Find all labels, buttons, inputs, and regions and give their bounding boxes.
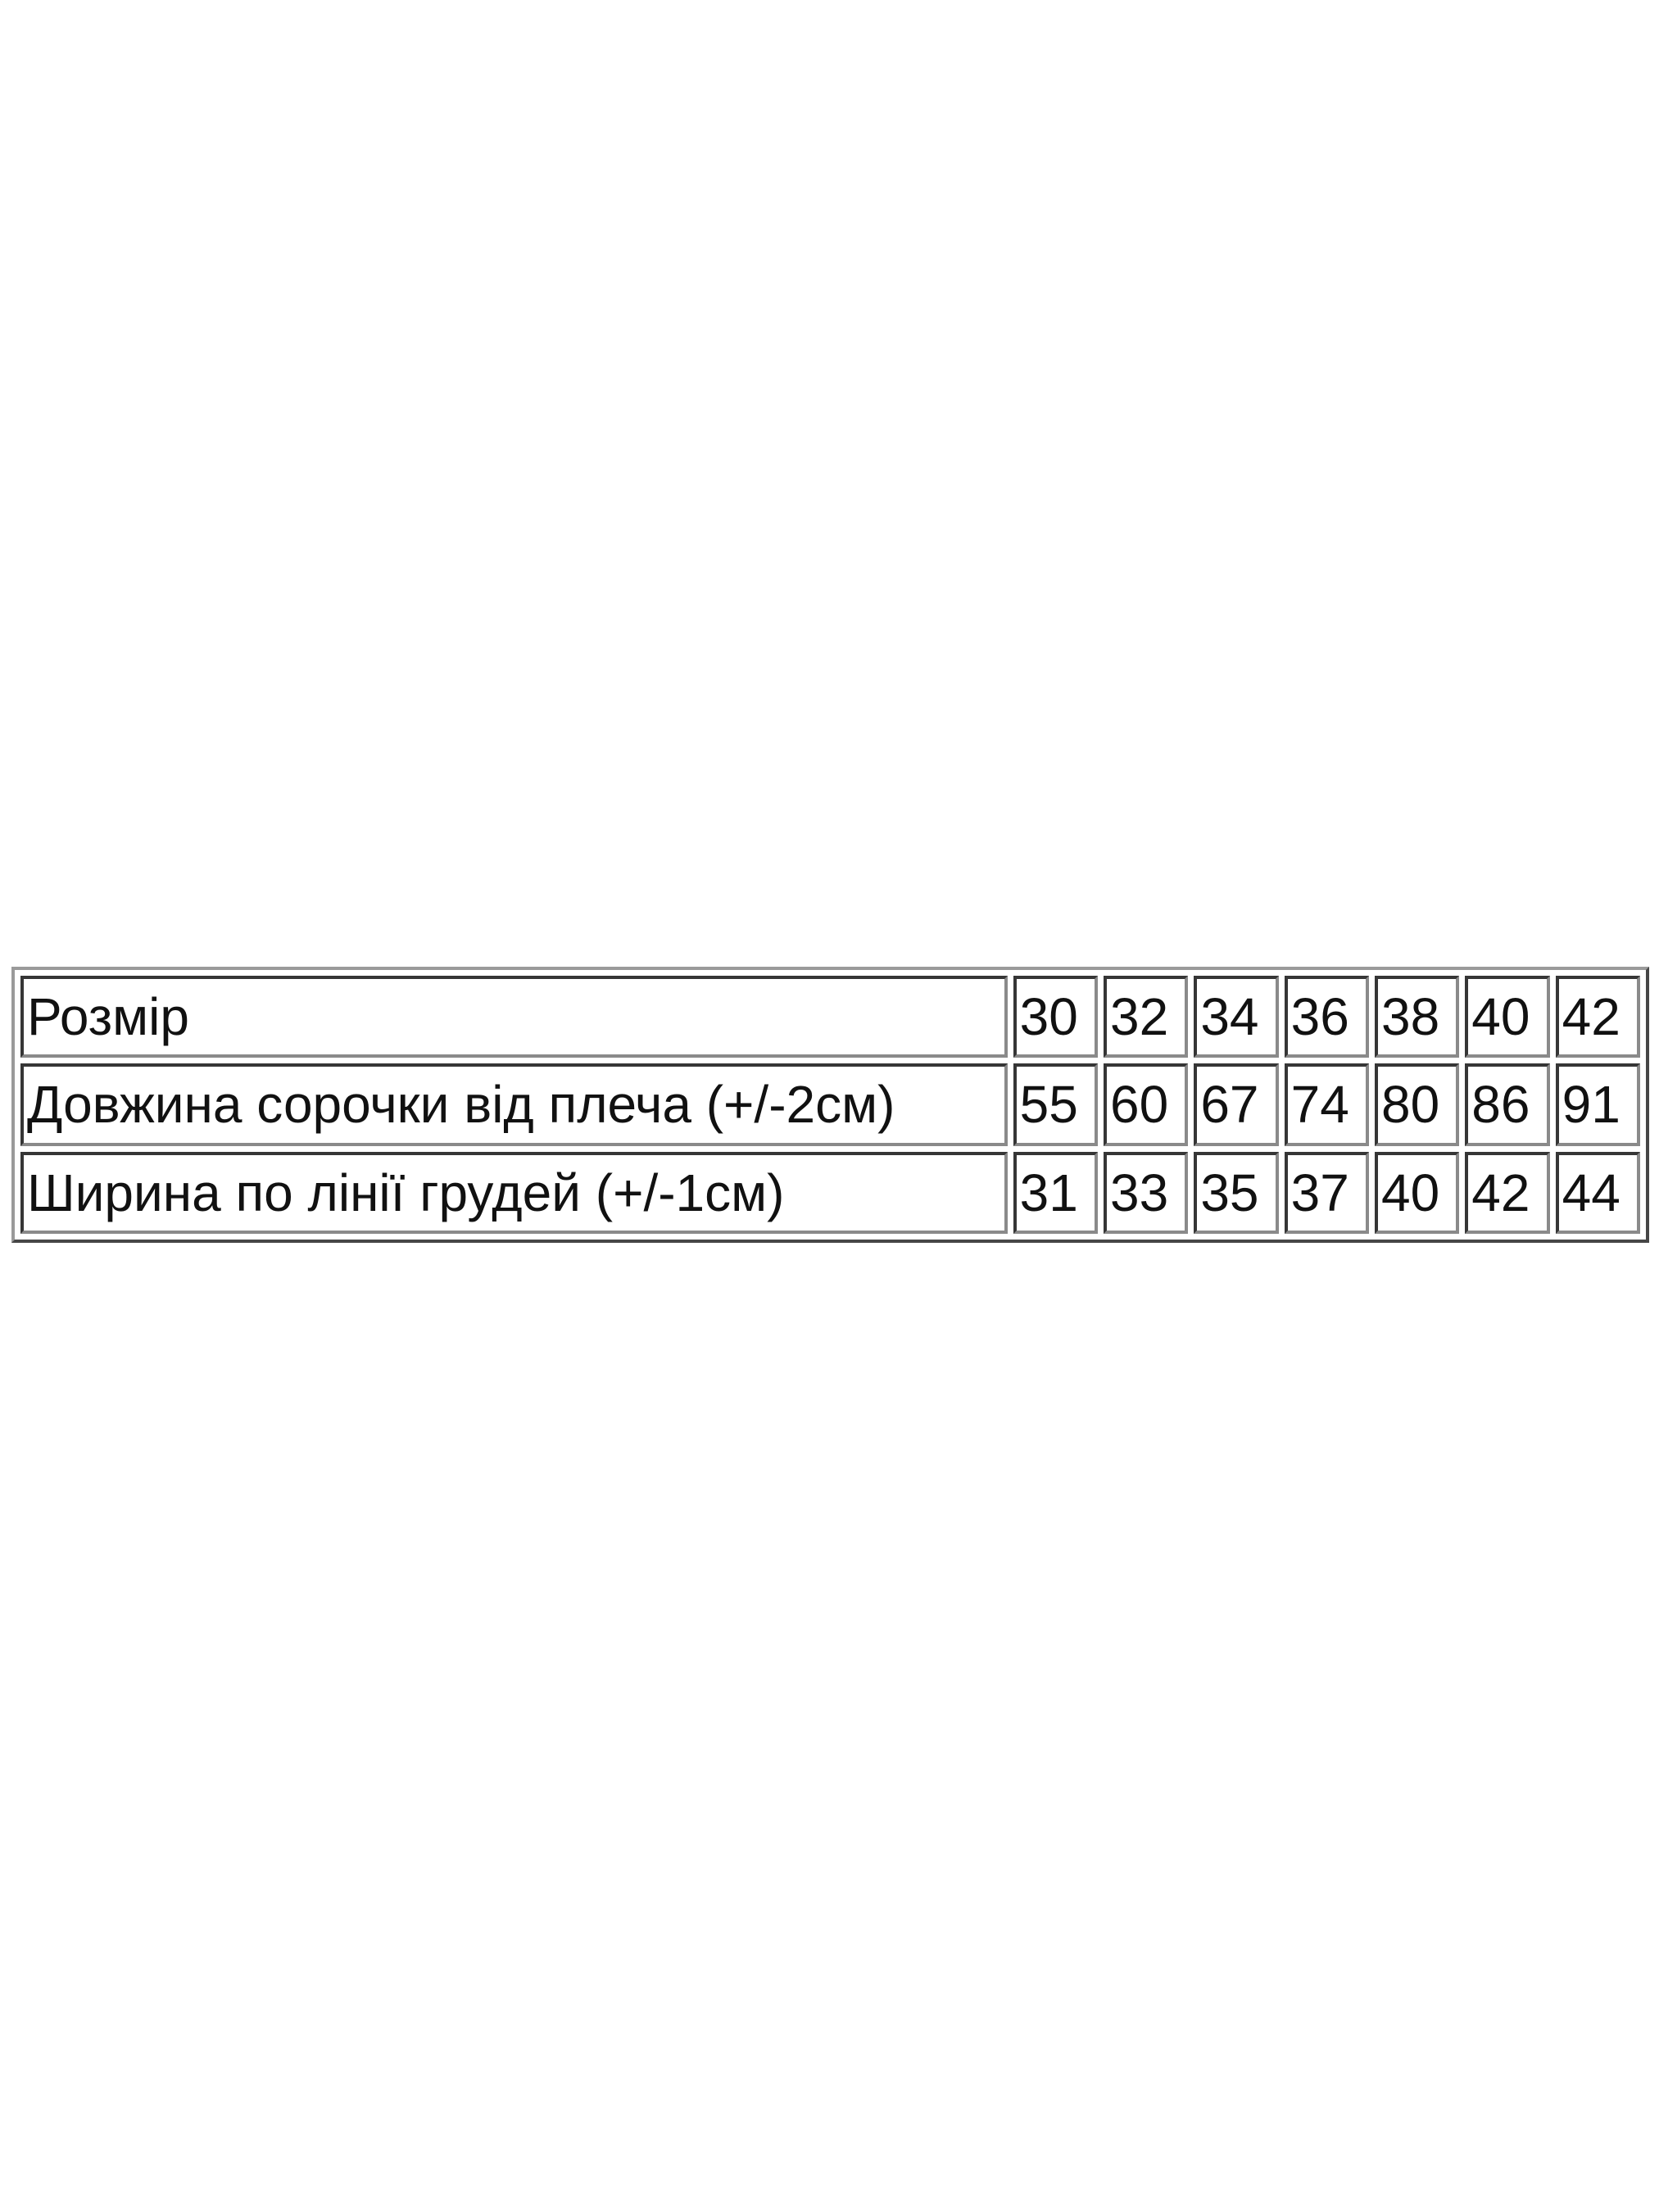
- table-cell: 30: [1013, 976, 1098, 1058]
- table-cell: 67: [1194, 1063, 1279, 1146]
- table-cell: 91: [1555, 1063, 1640, 1146]
- table-cell: 80: [1374, 1063, 1460, 1146]
- table-cell: 86: [1465, 1063, 1550, 1146]
- row-label: Довжина сорочки від плеча (+/-2см): [20, 1063, 1008, 1146]
- table-cell: 55: [1013, 1063, 1098, 1146]
- table-cell: 60: [1103, 1063, 1189, 1146]
- table-cell: 42: [1555, 976, 1640, 1058]
- table-cell: 32: [1103, 976, 1189, 1058]
- row-label: Ширина по лінії грудей (+/-1см): [20, 1151, 1008, 1234]
- table-row: Довжина сорочки від плеча (+/-2см) 55 60 67…: [20, 1063, 1640, 1146]
- row-label: Розмір: [20, 976, 1008, 1058]
- size-chart-table: Розмір 30 32 34 36 38 40 42 Довжина сорочки від …: [11, 967, 1649, 1243]
- table-cell: 34: [1194, 976, 1279, 1058]
- table-cell: 36: [1284, 976, 1369, 1058]
- table-cell: 74: [1284, 1063, 1369, 1146]
- table-cell: 33: [1103, 1151, 1189, 1234]
- table-cell: 37: [1284, 1151, 1369, 1234]
- table-cell: 31: [1013, 1151, 1098, 1234]
- table-cell: 42: [1465, 1151, 1550, 1234]
- table-cell: 40: [1374, 1151, 1460, 1234]
- table-cell: 35: [1194, 1151, 1279, 1234]
- table-row: Ширина по лінії грудей (+/-1см) 31 33 35 37 4…: [20, 1151, 1640, 1234]
- table-cell: 38: [1374, 976, 1460, 1058]
- table-cell: 40: [1465, 976, 1550, 1058]
- table-cell: 44: [1555, 1151, 1640, 1234]
- table-row: Розмір 30 32 34 36 38 40 42: [20, 976, 1640, 1058]
